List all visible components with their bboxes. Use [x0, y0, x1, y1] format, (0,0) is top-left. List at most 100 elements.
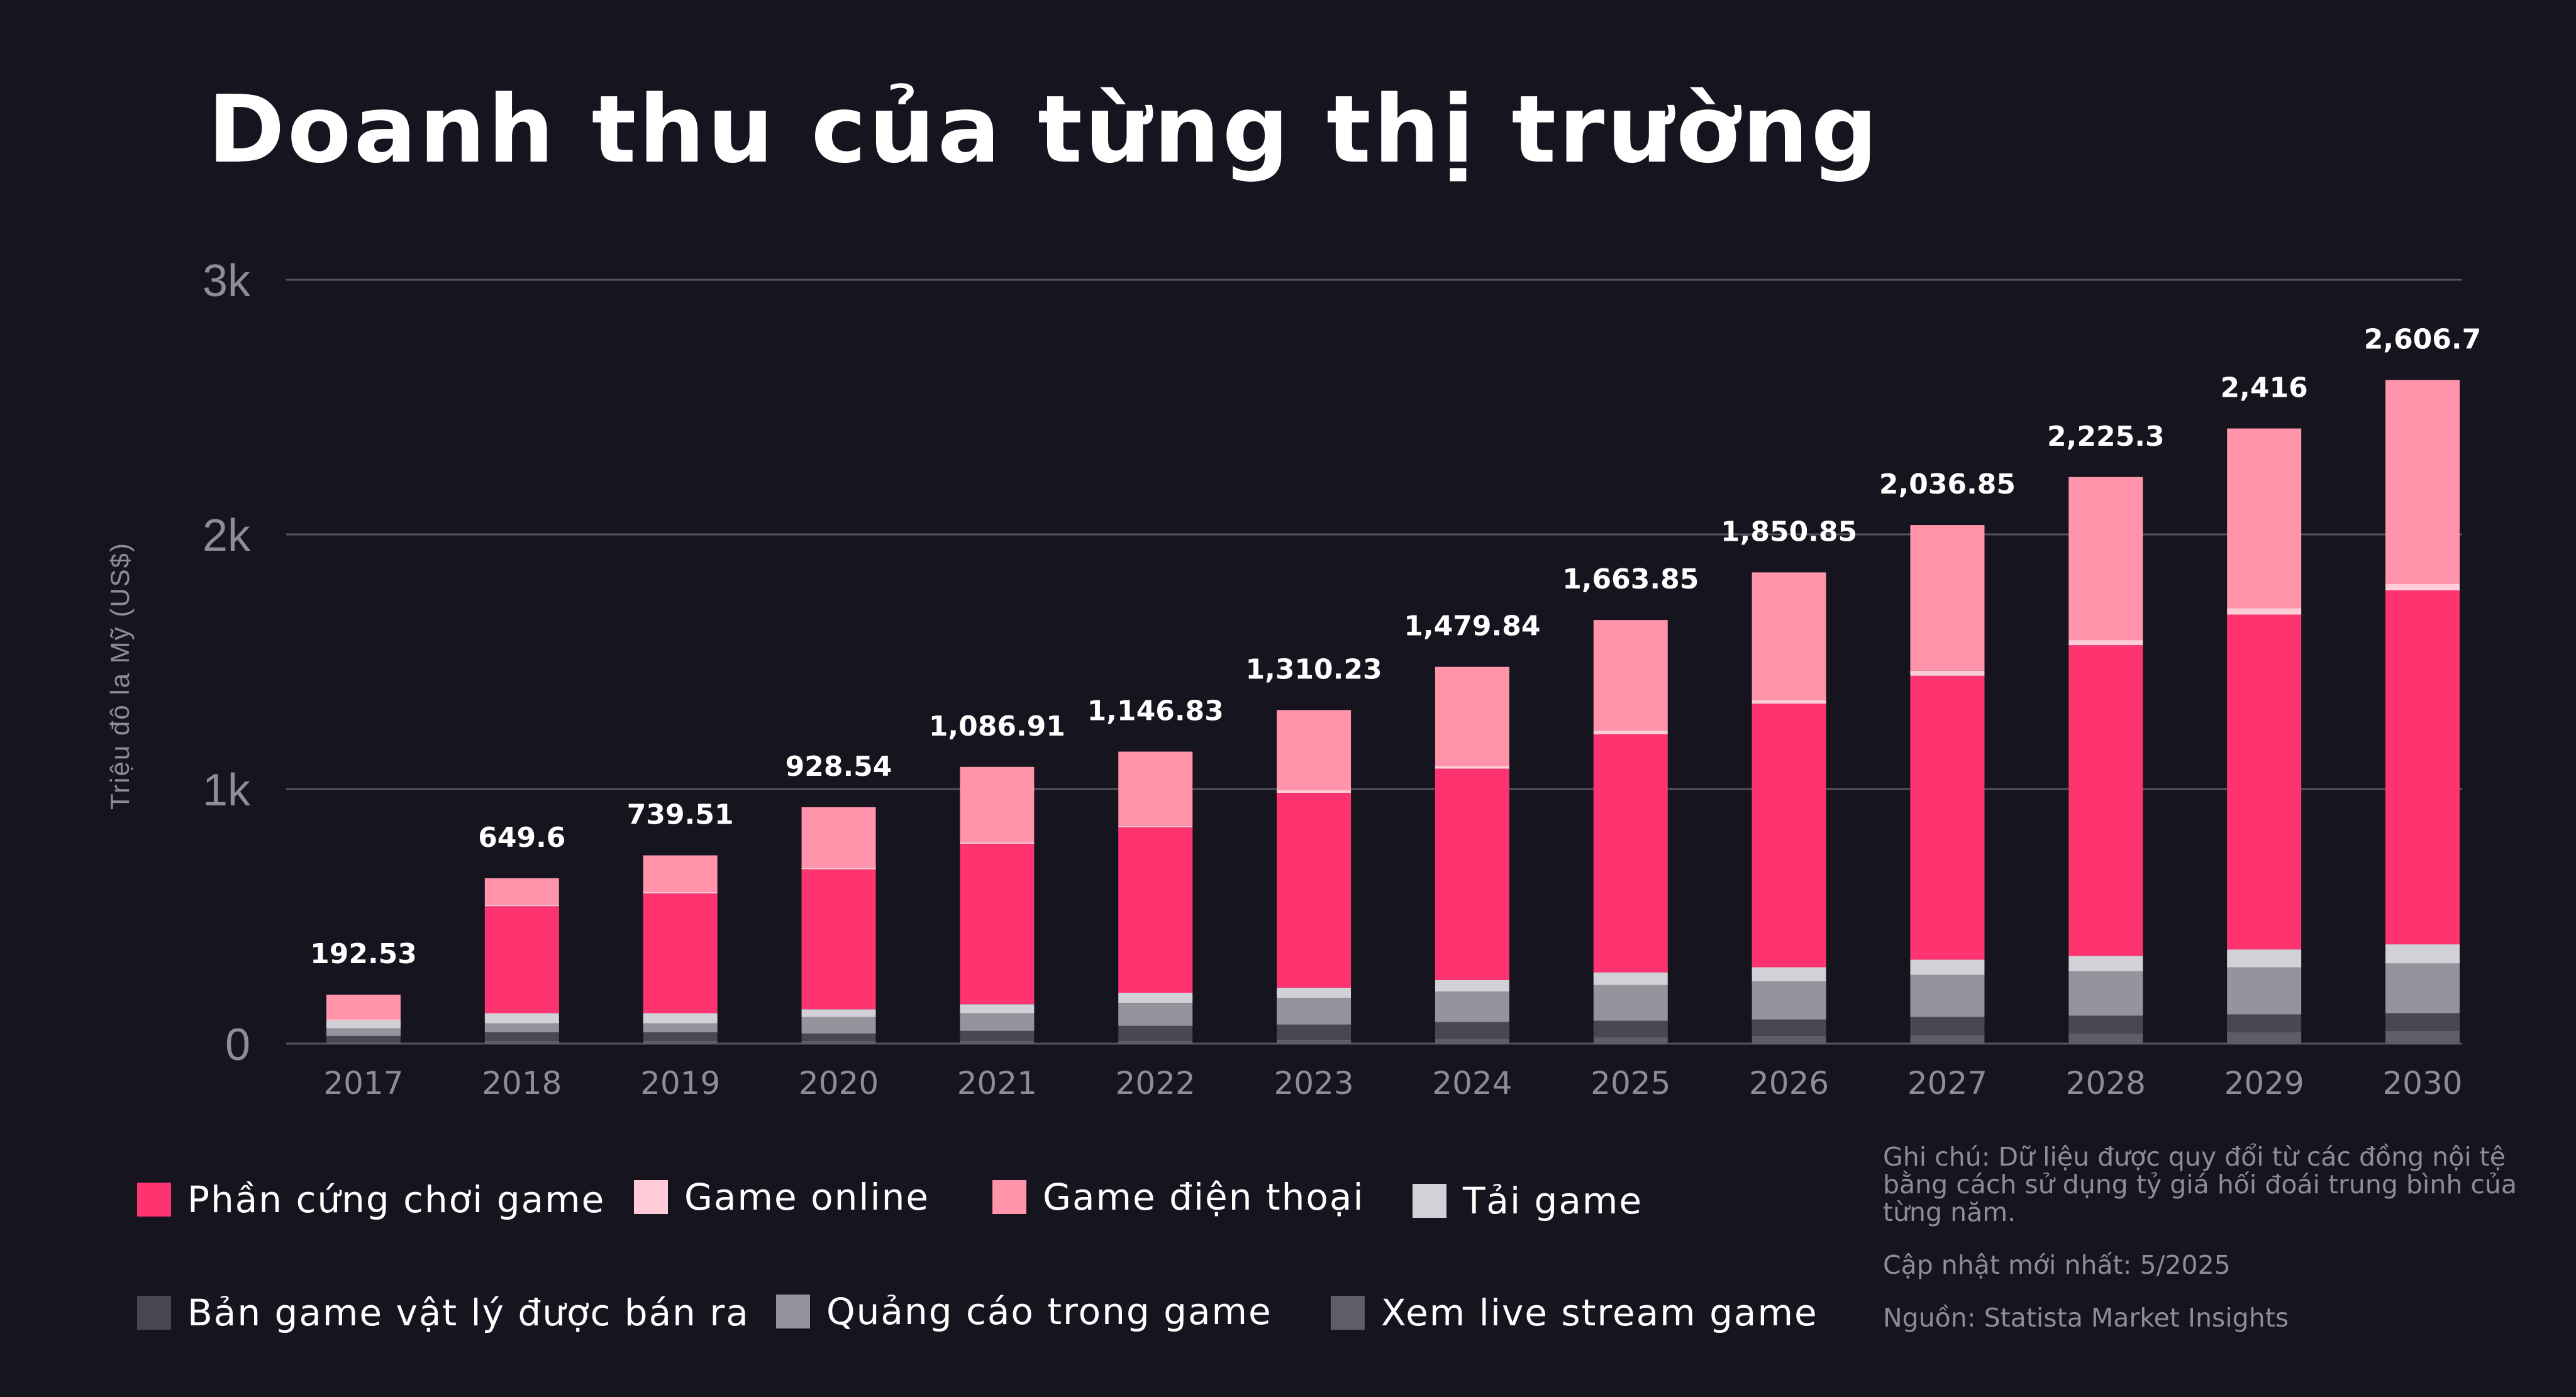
bar-segment [1435, 991, 1509, 1022]
bar-segment [960, 1041, 1035, 1044]
bar-segment [801, 1041, 876, 1044]
legend-label: Bản game vật lý được bán ra [187, 1291, 750, 1334]
bar-segment [643, 1032, 718, 1041]
bar-segment [1910, 959, 1985, 975]
x-tick-label: 2026 [1749, 1065, 1829, 1102]
bar-segment [1593, 985, 1668, 1021]
bar-segment [484, 878, 559, 905]
x-tick-label: 2024 [1432, 1065, 1512, 1102]
legend-swatch-ads [776, 1295, 810, 1328]
bar-segment [643, 1013, 718, 1024]
legend-item-online: Game online [634, 1176, 930, 1218]
data-label: 649.6 [478, 822, 565, 854]
data-label: 2,606.7 [2364, 323, 2482, 355]
bar-segment [2068, 971, 2143, 1016]
bar-segment [960, 842, 1035, 844]
x-tick-label: 2019 [640, 1065, 720, 1102]
legend-label: Game online [684, 1176, 930, 1218]
bar-segment [960, 1030, 1035, 1041]
bar-segment [1593, 1037, 1668, 1044]
legend-label: Phần cứng chơi game [187, 1178, 606, 1221]
bar-segment [484, 1023, 559, 1032]
chart-title: Doanh thu của từng thị trường [208, 75, 1880, 184]
bar-segment [1910, 670, 1985, 676]
y-tick-label: 2k [203, 511, 251, 561]
x-tick-label: 2022 [1116, 1065, 1196, 1102]
bar-segment [1910, 975, 1985, 1017]
bar-segment [1118, 993, 1193, 1003]
legend-swatch-hardware [137, 1183, 171, 1217]
bar-segment [1435, 1022, 1509, 1039]
bars [326, 380, 2460, 1044]
legend-label: Game điện thoại [1043, 1176, 1365, 1218]
bar-segment [484, 1013, 559, 1024]
bar-segment [1593, 620, 1668, 731]
bar-segment [1277, 987, 1352, 998]
bar-segment [801, 1033, 876, 1041]
data-label: 1,146.83 [1087, 695, 1224, 727]
bar-segment [1435, 1038, 1509, 1044]
legend-swatch-physical [137, 1296, 171, 1330]
legend-swatch-livestream [1331, 1296, 1365, 1330]
y-tick-label: 3k [203, 256, 251, 306]
legend-item-ads: Quảng cáo trong game [776, 1290, 1272, 1333]
data-label: 2,416 [2221, 372, 2308, 404]
y-axis: 0 1k 2k 3k [203, 256, 251, 1070]
bar-segment [801, 869, 876, 1010]
bar-segment [1752, 967, 1826, 981]
x-tick-label: 2029 [2224, 1065, 2304, 1102]
bar-segment [1435, 768, 1509, 980]
bar-segment [643, 1023, 718, 1032]
data-label: 928.54 [786, 751, 892, 783]
note-text: Ghi chú: Dữ liệu được quy đổi từ các đồn… [1883, 1142, 2517, 1227]
legend-label: Quảng cáo trong game [826, 1290, 1272, 1333]
bar-segment [801, 1009, 876, 1017]
bar-segment [1752, 1035, 1826, 1044]
bar-segment [2227, 1014, 2302, 1032]
updated-text: Cập nhật mới nhất: 5/2025 [1883, 1250, 2231, 1280]
bar-segment [1277, 998, 1352, 1025]
data-label: 2,036.85 [1879, 468, 2016, 500]
data-label: 1,663.85 [1562, 563, 1699, 595]
bar-segment [326, 1042, 401, 1044]
bar-segment [1435, 766, 1509, 769]
stacked-bar-chart: 192.53 649.6 739.51 928.54 1,086.91 1,146.83 1… [105, 256, 2481, 1102]
bar-segment [2068, 1015, 2143, 1034]
bar-segment [1435, 980, 1509, 991]
bar-segment [2385, 583, 2460, 591]
bar-segment [326, 1020, 401, 1029]
bar-segment [1910, 1034, 1985, 1044]
bar-segment [1593, 730, 1668, 734]
bar-segment [1593, 972, 1668, 985]
bar-segment [2385, 944, 2460, 964]
x-tick-label: 2018 [482, 1065, 562, 1102]
bar-segment [1118, 1025, 1193, 1041]
bar-segment [1277, 1039, 1352, 1044]
bar-segment [326, 995, 401, 1020]
bar-segment [2227, 1032, 2302, 1044]
bar-segment [960, 766, 1035, 843]
data-label: 2,225.3 [2047, 421, 2165, 453]
source-text: Nguồn: Statista Market Insights [1883, 1303, 2289, 1333]
data-label: 1,310.23 [1246, 653, 1382, 685]
bar-segment [1752, 1019, 1826, 1036]
bar-segment [643, 1041, 718, 1044]
bar-segment [960, 844, 1035, 1005]
bar-segment [326, 1028, 401, 1036]
bar-segment [326, 1019, 401, 1021]
legend-item-download: Tải game [1413, 1179, 1643, 1222]
bar-segment [1118, 826, 1193, 827]
x-tick-label: 2017 [323, 1065, 403, 1102]
bar-segment [1118, 827, 1193, 993]
legend-item-physical: Bản game vật lý được bán ra [137, 1291, 750, 1334]
bar-segment [1593, 1020, 1668, 1037]
x-tick-label: 2021 [957, 1065, 1037, 1102]
bar-segment [2068, 956, 2143, 971]
bar-segment [484, 905, 559, 907]
data-labels: 192.53 649.6 739.51 928.54 1,086.91 1,146.83 1… [310, 323, 2481, 970]
data-label: 192.53 [310, 938, 417, 970]
legend-label: Xem live stream game [1381, 1291, 1818, 1334]
legend-item-mobile: Game điện thoại [992, 1176, 1365, 1218]
legend-swatch-mobile [992, 1180, 1026, 1214]
bar-segment [2385, 1030, 2460, 1044]
